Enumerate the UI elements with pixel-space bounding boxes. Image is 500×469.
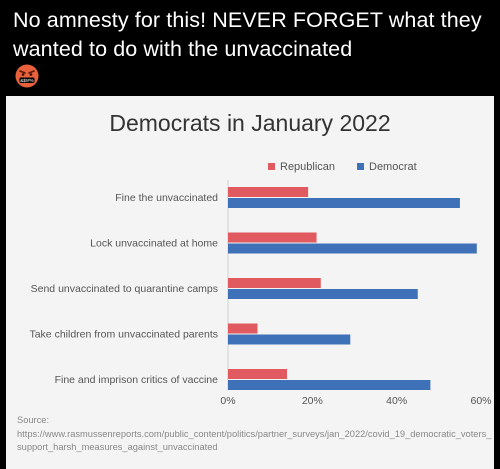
- bar-democrat-3: [228, 334, 351, 345]
- bar-republican-0: [228, 187, 309, 197]
- x-tick-label-2: 40%: [386, 395, 407, 407]
- legend-label-democrat: Democrat: [369, 161, 417, 173]
- legend-swatch-republican: [268, 163, 275, 170]
- bar-democrat-0: [228, 198, 460, 208]
- bar-republican-4: [228, 369, 288, 379]
- legend-label-republican: Republican: [280, 161, 335, 173]
- category-label-3: Take children from unvaccinated parents: [29, 329, 218, 341]
- category-label-1: Lock unvaccinated at home: [90, 238, 218, 250]
- category-label-4: Fine and imprison critics of vaccine: [55, 374, 219, 386]
- source-note: Source: https://www.rasmussenreports.com…: [17, 414, 492, 455]
- emoji-label: &$!#%: [20, 78, 34, 83]
- source-url[interactable]: https://www.rasmussenreports.com/public_…: [17, 428, 492, 453]
- x-tick-label-3: 60%: [470, 395, 491, 407]
- bar-democrat-2: [228, 289, 418, 299]
- bar-republican-3: [228, 323, 258, 334]
- legend-swatch-democrat: [357, 163, 364, 170]
- x-tick-label-1: 20%: [302, 395, 323, 407]
- chart-title: Democrats in January 2022: [109, 110, 391, 136]
- bar-republican-2: [228, 278, 321, 288]
- category-label-0: Fine the unvaccinated: [115, 192, 218, 204]
- angry-face-emoji-icon: &$!#%: [15, 64, 39, 88]
- category-label-2: Send unvaccinated to quarantine camps: [31, 283, 218, 295]
- bar-democrat-1: [228, 243, 477, 254]
- post-text: No amnesty for this! NEVER FORGET what t…: [13, 8, 482, 61]
- source-label: Source:: [17, 415, 50, 425]
- x-tick-label-0: 0%: [220, 395, 235, 407]
- bar-democrat-4: [228, 380, 431, 390]
- bar-republican-1: [228, 232, 317, 243]
